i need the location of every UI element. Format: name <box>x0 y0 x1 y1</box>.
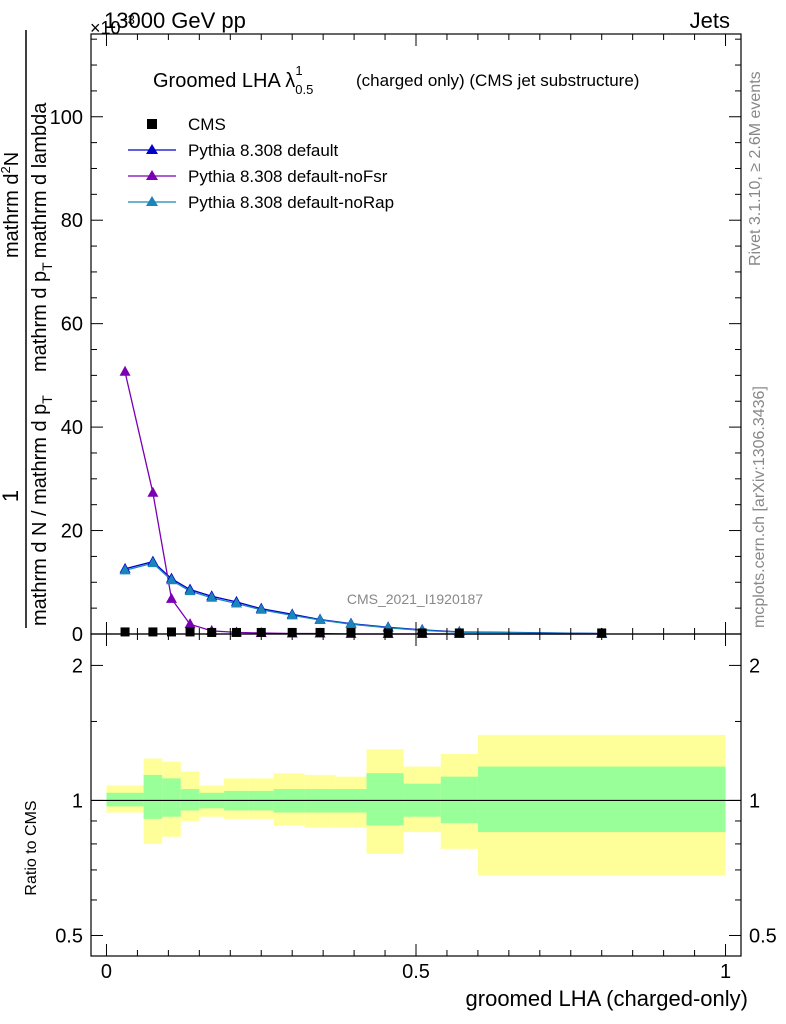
ratio-band-inner <box>180 789 200 811</box>
point-norap <box>345 618 357 629</box>
legend-nofsr-label: Pythia 8.308 default-noFsr <box>188 167 388 186</box>
ratio-band-inner <box>477 766 726 833</box>
main-ytick-label: 40 <box>61 417 83 439</box>
point-norap <box>314 614 326 625</box>
legend-default-marker <box>146 144 158 154</box>
ratio-bands <box>91 734 741 876</box>
point-cms <box>417 628 427 638</box>
point-norap <box>286 609 298 620</box>
point-norap <box>165 574 177 585</box>
watermark: CMS_2021_I1920187 <box>347 591 483 607</box>
ratio-ytick-label: 0.5 <box>55 925 83 947</box>
legend-norap-marker <box>146 196 158 206</box>
title-suffix: (charged only) (CMS jet substructure) <box>356 71 639 90</box>
title-main: Groomed LHA λ <box>153 70 295 92</box>
y-label-one: 1 <box>0 490 23 502</box>
xtick-label: 0 <box>101 961 112 983</box>
xtick-label: 0.5 <box>402 961 430 983</box>
point-norap <box>230 597 242 608</box>
point-nofsr <box>184 618 196 629</box>
legend-cms-marker <box>147 119 157 129</box>
point-cms <box>120 627 130 637</box>
y-exponent-base: ×10 <box>90 18 121 38</box>
point-norap <box>147 557 159 568</box>
ratio-ytick-label-right: 2 <box>749 655 760 677</box>
ratio-ytick-label: 1 <box>72 790 83 812</box>
point-cms <box>231 627 241 637</box>
main-ytick-label: 100 <box>50 107 83 129</box>
legend-cms-label: CMS <box>188 115 226 134</box>
legend-nofsr-marker <box>146 170 158 180</box>
y-label-denominator: mathrm d N / mathrm d pT <box>29 395 55 626</box>
point-norap <box>206 591 218 602</box>
title-sub: 0.5 <box>295 82 313 97</box>
point-norap <box>119 564 131 575</box>
ratio-ytick-label-right: 1 <box>749 790 760 812</box>
header-left-label: 13000 GeV pp <box>104 8 246 33</box>
main-ytick-label: 60 <box>61 314 83 336</box>
ratio-band-inner <box>106 792 144 807</box>
point-cms <box>346 627 356 637</box>
ratio-band-inner <box>143 774 163 819</box>
ratio-ytick-label: 2 <box>72 655 83 677</box>
point-cms <box>315 627 325 637</box>
ratio-band-inner <box>162 778 181 817</box>
rivet-label: Rivet 3.1.10, ≥ 2.6M events <box>747 71 764 266</box>
point-norap <box>255 603 267 614</box>
point-nofsr <box>147 486 159 497</box>
y-axis-label: 1 mathrm d N / mathrm d pT mathrm d2N ma… <box>0 30 55 628</box>
point-cms <box>207 627 217 637</box>
legend: CMS Pythia 8.308 default Pythia 8.308 de… <box>128 115 394 212</box>
main-ytick-label: 80 <box>61 210 83 232</box>
plot-title: Groomed LHA λ0.5 1 <box>153 63 313 97</box>
point-cms <box>148 627 158 637</box>
legend-norap-label: Pythia 8.308 default-noRap <box>188 193 394 212</box>
y-label-rhs-numerator: mathrm d2N <box>0 152 23 258</box>
title-sup: 1 <box>295 63 302 78</box>
y-exponent-power: −3 <box>120 12 135 27</box>
mcplots-label: mcplots.cern.ch [arXiv:1306.3436] <box>751 386 768 628</box>
point-nofsr <box>119 365 131 376</box>
point-cms <box>454 628 464 638</box>
point-cms <box>185 627 195 637</box>
main-ytick-label: 0 <box>72 624 83 646</box>
point-nofsr <box>165 592 177 603</box>
ratio-band-inner <box>366 773 404 826</box>
legend-default-label: Pythia 8.308 default <box>188 141 339 160</box>
xtick-label: 1 <box>720 961 731 983</box>
point-norap <box>184 585 196 596</box>
header-right-label: Jets <box>690 8 730 33</box>
main-ytick-label: 20 <box>61 521 83 543</box>
point-cms <box>166 627 176 637</box>
x-axis-label: groomed LHA (charged-only) <box>466 986 748 1011</box>
ratio-ytick-label-right: 0.5 <box>749 925 777 947</box>
y-label-rhs-denominator: mathrm d pTmathrm d lambda <box>29 102 55 372</box>
ratio-axis-label: Ratio to CMS <box>23 800 40 895</box>
point-cms <box>383 628 393 638</box>
